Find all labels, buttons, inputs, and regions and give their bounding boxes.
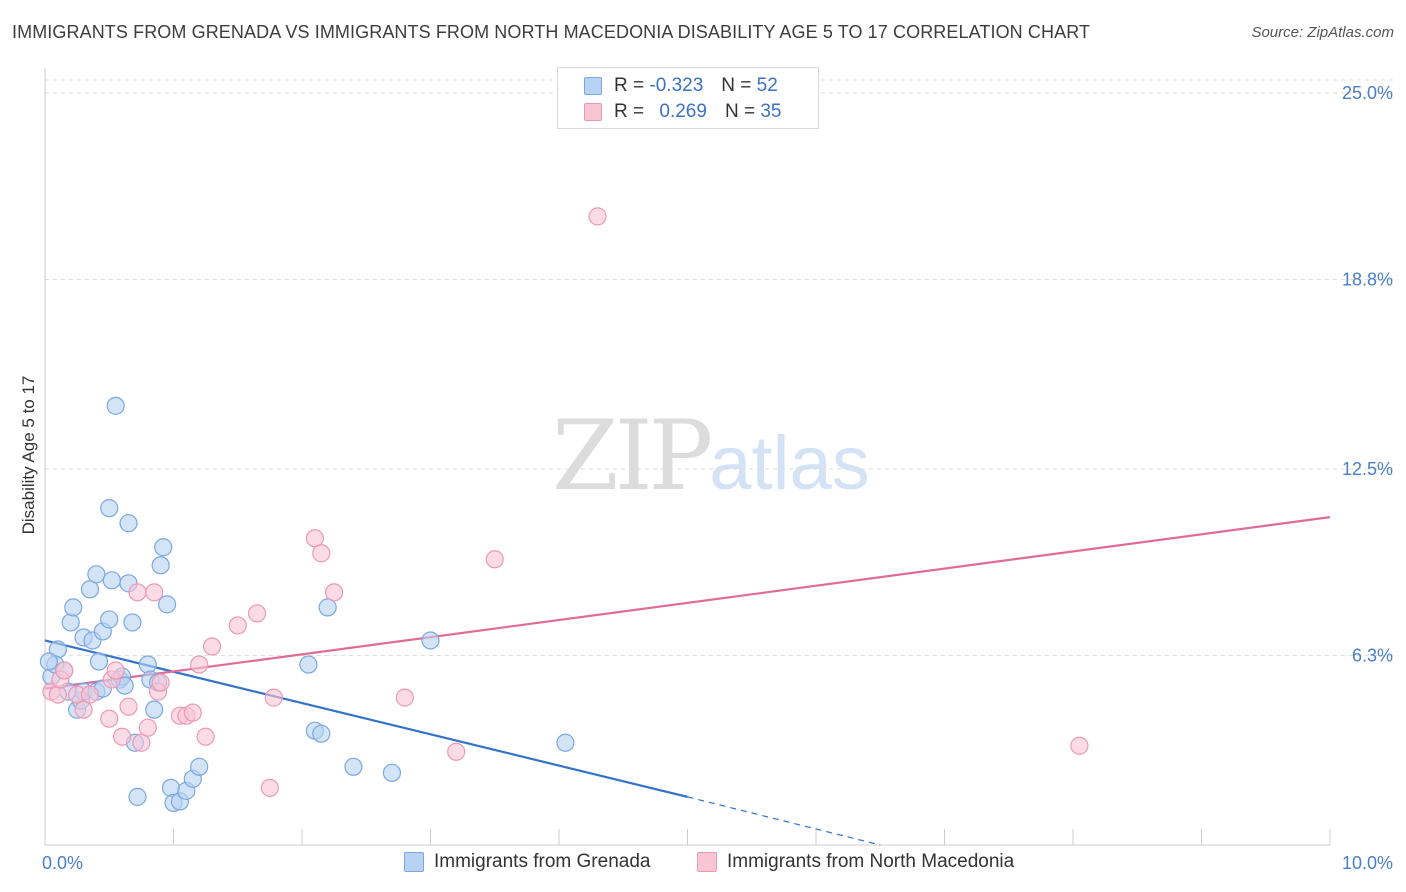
- data-point-macedonia: [74, 700, 93, 719]
- data-point-grenada: [119, 514, 138, 533]
- data-point-grenada: [100, 610, 119, 629]
- data-point-grenada: [106, 396, 125, 415]
- data-point-macedonia: [132, 733, 151, 752]
- data-point-grenada: [154, 538, 173, 557]
- data-point-macedonia: [112, 727, 132, 746]
- data-point-grenada: [123, 613, 142, 632]
- data-points: [39, 207, 1089, 812]
- data-point-macedonia: [190, 655, 209, 674]
- legend-row-macedonia: R = 0.269 N = 35: [584, 101, 781, 127]
- data-point-macedonia: [305, 529, 324, 548]
- data-point-grenada: [128, 787, 147, 806]
- source-label: Source: ZipAtlas.com: [1251, 24, 1394, 41]
- data-point-grenada: [61, 613, 80, 632]
- data-point-grenada: [421, 631, 440, 650]
- y-tick-label: 12.5%: [1342, 459, 1393, 479]
- data-point-grenada: [312, 724, 331, 743]
- tick-labels: 6.3% 12.5% 18.8% 25.0% 0.0% 10.0%: [42, 83, 1393, 873]
- data-point-macedonia: [325, 583, 344, 602]
- data-point-macedonia: [312, 544, 331, 563]
- data-point-macedonia: [202, 637, 222, 656]
- bottom-legend-swatch-grenada: [404, 851, 424, 872]
- legend-n-label: N =: [721, 75, 752, 96]
- y-tick-label: 25.0%: [1342, 83, 1393, 103]
- data-point-grenada: [64, 598, 83, 617]
- data-point-grenada: [344, 757, 363, 776]
- chart-title: IMMIGRANTS FROM GRENADA VS IMMIGRANTS FR…: [12, 22, 1091, 42]
- data-point-grenada: [100, 499, 119, 518]
- stats-legend: R = -0.323 N = 52 R = 0.269 N = 35: [557, 67, 819, 129]
- data-point-grenada: [89, 652, 109, 671]
- data-point-grenada: [39, 652, 58, 671]
- data-point-grenada: [102, 571, 121, 590]
- data-point-grenada: [145, 700, 164, 719]
- bottom-legend-label-grenada: Immigrants from Grenada: [434, 851, 651, 872]
- trend-line-grenada-extension: [687, 796, 881, 846]
- watermark: ZIPatlas: [552, 400, 870, 512]
- x-tick-label: 0.0%: [42, 853, 83, 873]
- data-point-macedonia: [447, 742, 466, 761]
- x-tick-label: 10.0%: [1342, 853, 1393, 873]
- data-point-grenada: [556, 733, 575, 752]
- data-point-grenada: [382, 763, 402, 782]
- legend-n-label: N =: [724, 101, 756, 122]
- legend-r-label: R =: [614, 101, 645, 122]
- data-point-macedonia: [145, 583, 164, 602]
- data-point-macedonia: [183, 703, 202, 722]
- watermark-zip: ZIP: [552, 400, 713, 512]
- data-point-macedonia: [128, 583, 147, 602]
- data-point-grenada: [190, 757, 209, 776]
- data-point-macedonia: [138, 718, 157, 737]
- data-point-macedonia: [196, 727, 215, 746]
- y-tick-label: 18.8%: [1342, 270, 1393, 290]
- legend-r-value-grenada: -0.323: [649, 75, 704, 96]
- data-point-macedonia: [100, 709, 119, 728]
- data-point-macedonia: [48, 685, 67, 704]
- bottom-legend-macedonia: Immigrants from North Macedonia: [697, 851, 1014, 873]
- data-point-macedonia: [151, 673, 170, 692]
- legend-r-label: R =: [614, 75, 645, 96]
- data-point-grenada: [299, 655, 318, 674]
- grid-lines: [45, 79, 1393, 657]
- legend-n-value-macedonia: 35: [760, 101, 782, 122]
- data-point-grenada: [138, 655, 157, 674]
- data-point-grenada: [318, 598, 337, 617]
- trend-lines: [44, 516, 1331, 846]
- legend-swatch-macedonia: [584, 102, 602, 121]
- watermark-atlas: atlas: [709, 421, 870, 506]
- data-point-grenada: [151, 556, 170, 575]
- data-point-grenada: [87, 565, 106, 584]
- legend-n-value-grenada: 52: [756, 75, 778, 96]
- legend-r-value-macedonia: 0.269: [659, 101, 707, 122]
- data-point-macedonia: [106, 661, 125, 680]
- trend-line-macedonia: [44, 516, 1331, 690]
- bottom-legend-label-macedonia: Immigrants from North Macedonia: [727, 851, 1015, 872]
- data-point-macedonia: [1070, 736, 1089, 755]
- data-point-macedonia: [55, 661, 74, 680]
- data-point-macedonia: [485, 550, 504, 569]
- y-tick-label: 6.3%: [1352, 646, 1393, 666]
- data-point-macedonia: [588, 207, 607, 226]
- data-point-macedonia: [247, 604, 267, 623]
- data-point-macedonia: [119, 697, 138, 716]
- data-point-grenada: [80, 580, 100, 599]
- legend-swatch-grenada: [584, 76, 602, 95]
- data-point-macedonia: [395, 688, 414, 707]
- y-axis-label: Disability Age 5 to 17: [19, 376, 38, 535]
- axes: [44, 68, 1331, 846]
- data-point-macedonia: [228, 616, 247, 635]
- bottom-legend-swatch-macedonia: [697, 851, 717, 872]
- data-point-grenada: [157, 595, 177, 614]
- data-point-macedonia: [80, 685, 100, 704]
- bottom-legend-grenada: Immigrants from Grenada: [404, 851, 650, 873]
- legend-row-grenada: R = -0.323 N = 52: [584, 75, 778, 101]
- data-point-macedonia: [260, 778, 279, 797]
- data-point-macedonia: [264, 688, 283, 707]
